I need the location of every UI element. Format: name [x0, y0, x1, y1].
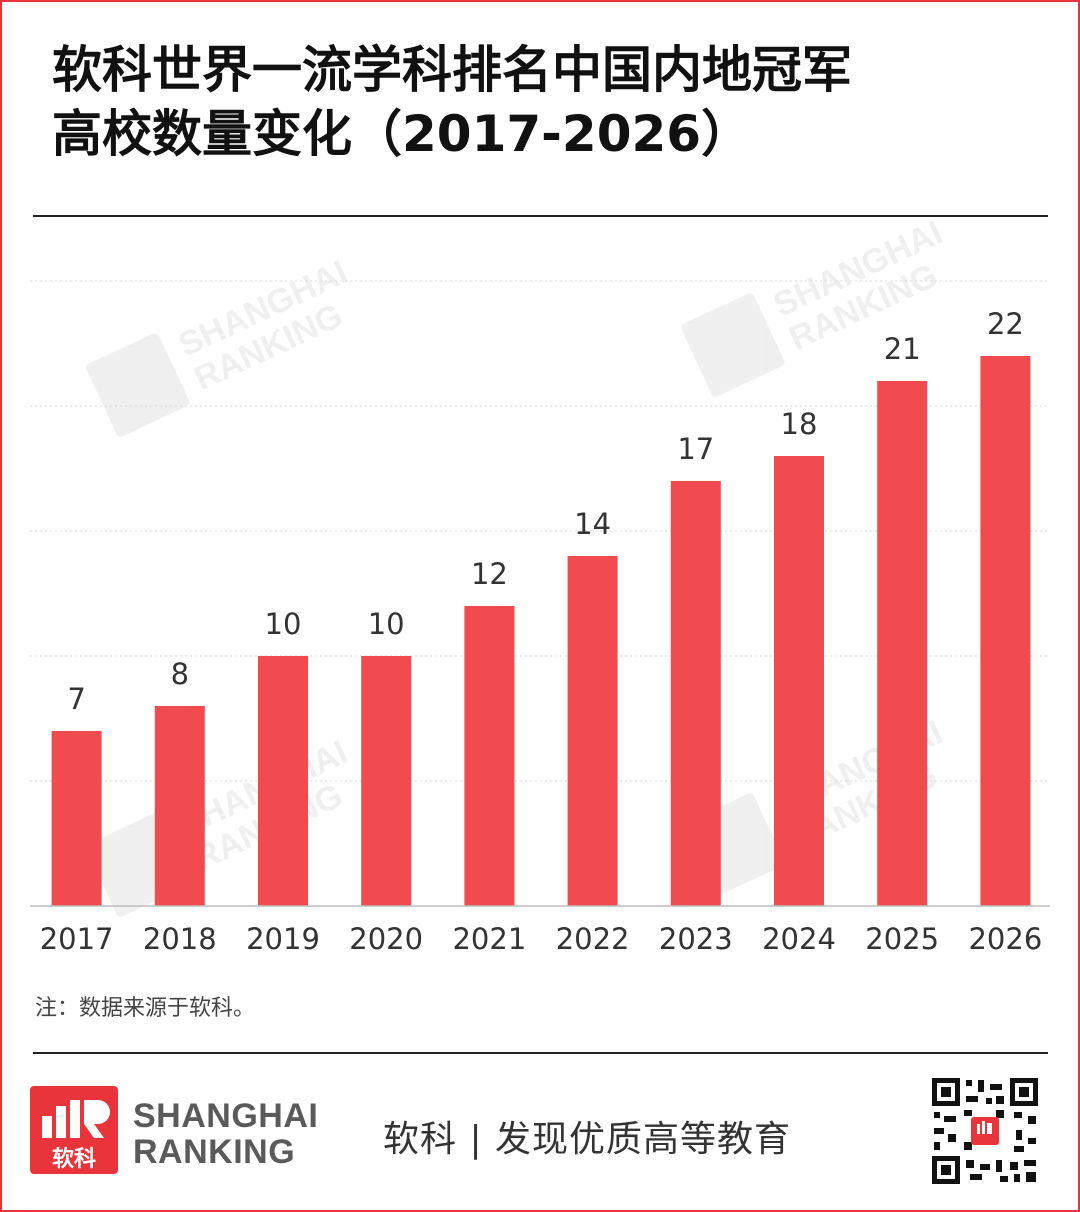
- bar: [154, 706, 205, 906]
- title-line-2: 高校数量变化（2017-2026）: [52, 105, 752, 163]
- bottom-divider: [33, 1052, 1048, 1054]
- bar: [464, 606, 515, 906]
- source-note: 注：数据来源于软科。: [35, 996, 256, 1021]
- x-tick-label: 2017: [40, 922, 114, 956]
- bar: [51, 731, 102, 906]
- logo-line-1: SHANGHAI: [133, 1097, 319, 1135]
- logo-line-2: RANKING: [133, 1133, 296, 1171]
- bar-value-label: 21: [884, 332, 921, 366]
- chart-title: 软科世界一流学科排名中国内地冠军 高校数量变化（2017-2026）: [52, 38, 1042, 166]
- x-tick-label: 2020: [349, 922, 423, 956]
- bar: [361, 656, 412, 906]
- bar: [258, 656, 308, 906]
- bar-value-label: 10: [368, 607, 405, 641]
- bar-value-label: 17: [677, 432, 714, 466]
- bar-value-label: 7: [67, 682, 85, 716]
- bar: [980, 356, 1031, 906]
- bar-value-label: 22: [987, 307, 1024, 341]
- x-tick-label: 2022: [556, 922, 630, 956]
- shanghai-ranking-logo-icon: 软科: [30, 1086, 118, 1174]
- x-tick-label: 2026: [968, 922, 1042, 956]
- bar-value-label: 12: [471, 557, 508, 591]
- bars-group: 7 8 10 10 12 14 17 18 21 22: [51, 307, 1031, 906]
- x-tick-label: 2025: [865, 922, 939, 956]
- bar-value-label: 10: [265, 607, 302, 641]
- title-line-1: 软科世界一流学科排名中国内地冠军: [52, 41, 852, 99]
- x-tick-label: 2021: [452, 922, 526, 956]
- bar: [670, 481, 721, 906]
- x-tick-labels: 2017 2018 2019 2020 2021 2022 2023 2024 2025 2026: [40, 922, 1043, 956]
- bar: [877, 381, 928, 906]
- bar: [774, 456, 824, 906]
- qr-code-icon: [930, 1076, 1040, 1186]
- top-divider: [33, 215, 1048, 217]
- x-tick-label: 2018: [143, 922, 217, 956]
- bar: [567, 556, 618, 906]
- logo-cn-text: 软科: [52, 1146, 96, 1172]
- logo-wordmark: SHANGHAI RANKING: [133, 1098, 318, 1170]
- x-tick-label: 2024: [762, 922, 836, 956]
- x-tick-label: 2023: [659, 922, 733, 956]
- bar-value-label: 8: [171, 657, 189, 691]
- x-tick-label: 2019: [246, 922, 320, 956]
- footer-slogan: 软科 | 发现优质高等教育: [383, 1119, 792, 1160]
- bar-value-label: 14: [574, 507, 611, 541]
- bar-value-label: 18: [781, 407, 818, 441]
